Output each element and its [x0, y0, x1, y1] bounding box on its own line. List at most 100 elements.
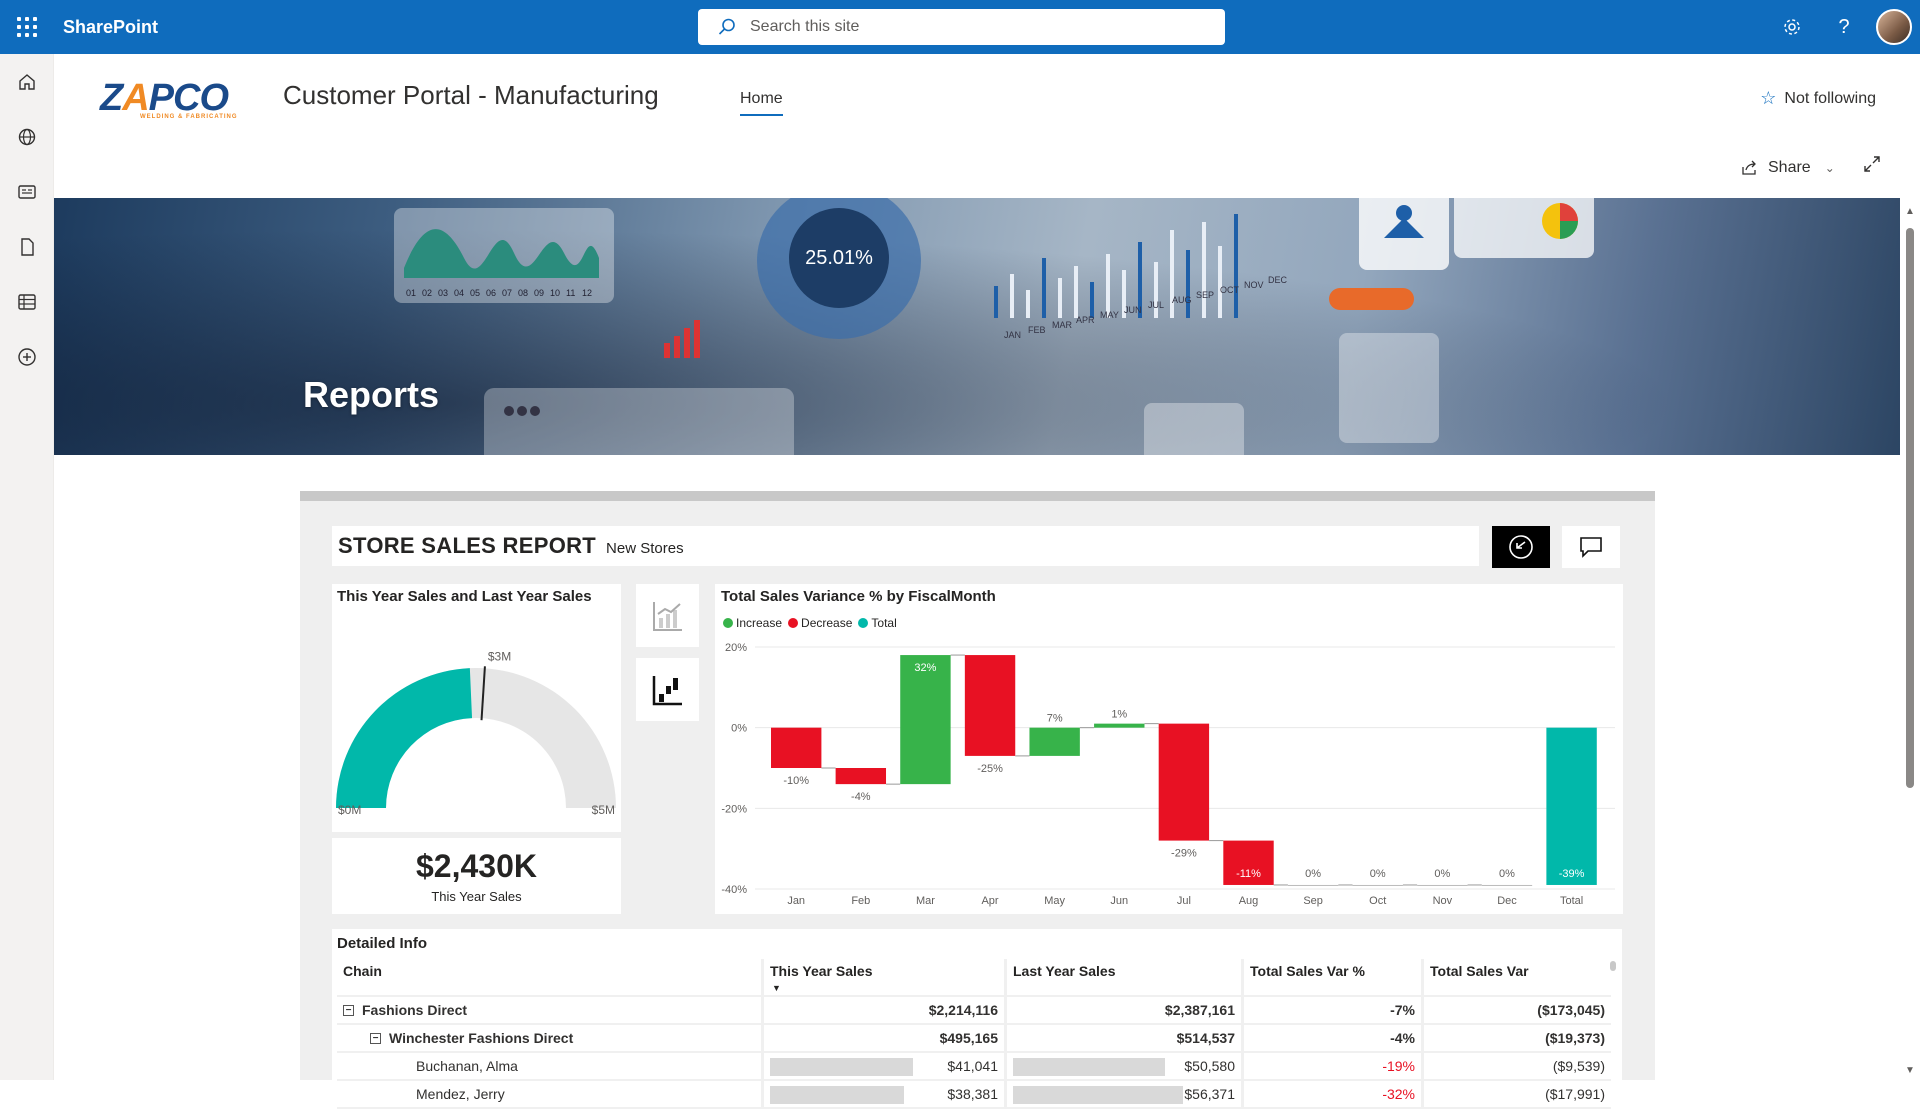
table-row[interactable]: − Winchester Fashions Direct $495,165 $514,…: [337, 1025, 1611, 1053]
col-header-var-pct[interactable]: Total Sales Var %: [1244, 959, 1424, 995]
col-header-this-year-sales[interactable]: This Year Sales ▼: [764, 959, 1007, 995]
share-icon: [1742, 160, 1756, 175]
hero-month-label: MAY: [1100, 310, 1119, 320]
legend-total-swatch: [858, 618, 869, 628]
avatar[interactable]: [1876, 9, 1912, 45]
hero-decor-bar: [1122, 270, 1126, 318]
search-placeholder: Search this site: [750, 18, 860, 35]
hero-decor-bar: [1138, 242, 1142, 318]
share-button[interactable]: Share ⌄: [1740, 159, 1835, 177]
col-header-last-year-sales[interactable]: Last Year Sales: [1007, 959, 1244, 995]
data-label: 0%: [1434, 868, 1450, 880]
page-scrollbar[interactable]: ▲ ▼: [1900, 198, 1920, 1080]
detail-table-visual[interactable]: Detailed Info Chain This Year Sales ▼ Las…: [332, 929, 1622, 1109]
hero-decor-bar: [1170, 230, 1174, 318]
x-tick-label: Feb: [851, 895, 870, 907]
col-header-var[interactable]: Total Sales Var: [1430, 963, 1529, 979]
back-button[interactable]: [1492, 526, 1550, 568]
scroll-up-icon[interactable]: ▲: [1905, 206, 1915, 217]
waterfall-chart-icon: [652, 675, 682, 705]
waterfall-visual[interactable]: Total Sales Variance % by FiscalMonth In…: [715, 584, 1623, 914]
data-label: -11%: [1236, 868, 1261, 880]
site-logo[interactable]: ZAPCO WELDING & FABRICATING: [100, 78, 250, 122]
appbar-lists[interactable]: [0, 274, 54, 329]
hero-decor-bar: [1202, 222, 1206, 318]
table-row[interactable]: Mendez, Jerry $38,381 $56,371 -32% ($17,991): [337, 1081, 1611, 1109]
hero-month-label: DEC: [1268, 275, 1288, 285]
chain-name: Winchester Fashions Direct: [389, 1030, 574, 1046]
x-tick-label: Jan: [787, 895, 805, 907]
x-tick-label: Jun: [1110, 895, 1128, 907]
hero-wave-number: 08: [518, 288, 528, 298]
cell-this-year-sales: $2,214,116: [764, 997, 1007, 1023]
data-label: 7%: [1047, 713, 1063, 725]
legend-increase: Increase: [736, 616, 783, 630]
svg-text:25.01%: 25.01%: [805, 247, 873, 269]
comment-button[interactable]: [1562, 526, 1620, 568]
legend-decrease-swatch: [788, 618, 799, 628]
hero-wave-number: 01: [406, 288, 416, 298]
waterfall-bar: [964, 655, 1016, 756]
x-tick-label: Oct: [1369, 895, 1386, 907]
waterfall-chart-button[interactable]: [636, 658, 699, 721]
gauge-visual[interactable]: This Year Sales and Last Year Sales $3M …: [332, 584, 621, 832]
chart-legend: Increase Decrease Total: [723, 616, 897, 630]
waffle-icon: [17, 17, 37, 37]
app-bar: [0, 54, 54, 1080]
scroll-down-icon[interactable]: ▼: [1905, 1065, 1915, 1076]
scroll-thumb[interactable]: [1906, 228, 1914, 788]
x-tick-label: Total: [1560, 895, 1583, 907]
search-input[interactable]: Search this site: [698, 9, 1225, 45]
hero-decor-bar: [1042, 258, 1046, 318]
sharepoint-brand[interactable]: SharePoint: [63, 16, 159, 37]
line-chart-button[interactable]: [636, 584, 699, 647]
app-launcher-button[interactable]: [0, 0, 54, 54]
kpi-card[interactable]: $2,430K This Year Sales: [332, 838, 621, 914]
sort-desc-icon: ▼: [772, 983, 781, 993]
hero-decor-bar: [1074, 266, 1078, 318]
expand-button[interactable]: [1862, 154, 1882, 180]
collapse-toggle-icon[interactable]: −: [370, 1032, 381, 1044]
table-row[interactable]: − Fashions Direct $2,214,116 $2,387,161 -7%(…: [337, 997, 1611, 1025]
hero-month-label: AUG: [1172, 295, 1192, 305]
y-tick-label: -40%: [721, 884, 747, 896]
data-label: -4%: [851, 791, 871, 803]
waterfall-bar: [1094, 723, 1145, 728]
star-icon: ☆: [1760, 88, 1777, 108]
collapse-toggle-icon[interactable]: −: [343, 1004, 354, 1016]
help-button[interactable]: ?: [1818, 0, 1870, 54]
waterfall-bar: [771, 727, 822, 768]
waterfall-bar: [1417, 884, 1468, 886]
chain-name: Fashions Direct: [362, 1002, 468, 1018]
appbar-create[interactable]: [0, 329, 54, 384]
x-tick-label: May: [1044, 895, 1065, 907]
nav-home-link[interactable]: Home: [740, 90, 783, 116]
appbar-home[interactable]: [0, 54, 54, 109]
table-row[interactable]: Buchanan, Alma $41,041 $50,580 -19% ($9,539): [337, 1053, 1611, 1081]
cell-last-year-sales: $514,537: [1007, 1025, 1244, 1051]
gauge-max-label: $5M: [592, 803, 615, 817]
data-bar: [1013, 1058, 1165, 1076]
report-title: STORE SALES REPORT: [338, 533, 597, 558]
y-tick-label: 0%: [731, 723, 747, 735]
hero-month-label: MAR: [1052, 320, 1073, 330]
back-arrow-icon: [1509, 535, 1533, 559]
table-scrollbar[interactable]: [1610, 961, 1616, 971]
cell-var: ($173,045): [1537, 1002, 1605, 1018]
col-header-chain[interactable]: Chain: [337, 959, 764, 995]
settings-button[interactable]: [1766, 0, 1818, 54]
x-tick-label: Dec: [1497, 895, 1517, 907]
hero-title: Reports: [303, 374, 440, 415]
comment-icon: [1580, 537, 1602, 558]
site-title[interactable]: Customer Portal - Manufacturing: [283, 80, 659, 110]
appbar-sites[interactable]: [0, 109, 54, 164]
follow-button[interactable]: ☆ Not following: [1760, 88, 1876, 109]
site-header: ZAPCO WELDING & FABRICATING Customer Por…: [54, 54, 1920, 198]
data-label: 0%: [1499, 868, 1515, 880]
data-label: -39%: [1559, 868, 1585, 880]
hero-wave-number: 07: [502, 288, 512, 298]
appbar-files[interactable]: [0, 219, 54, 274]
appbar-news[interactable]: [0, 164, 54, 219]
hero-banner: 01 02 03 04 05 06 07 08 09 10 11 12 25.01% JAN FEB MA…: [54, 198, 1900, 455]
waterfall-bar: [835, 768, 887, 785]
